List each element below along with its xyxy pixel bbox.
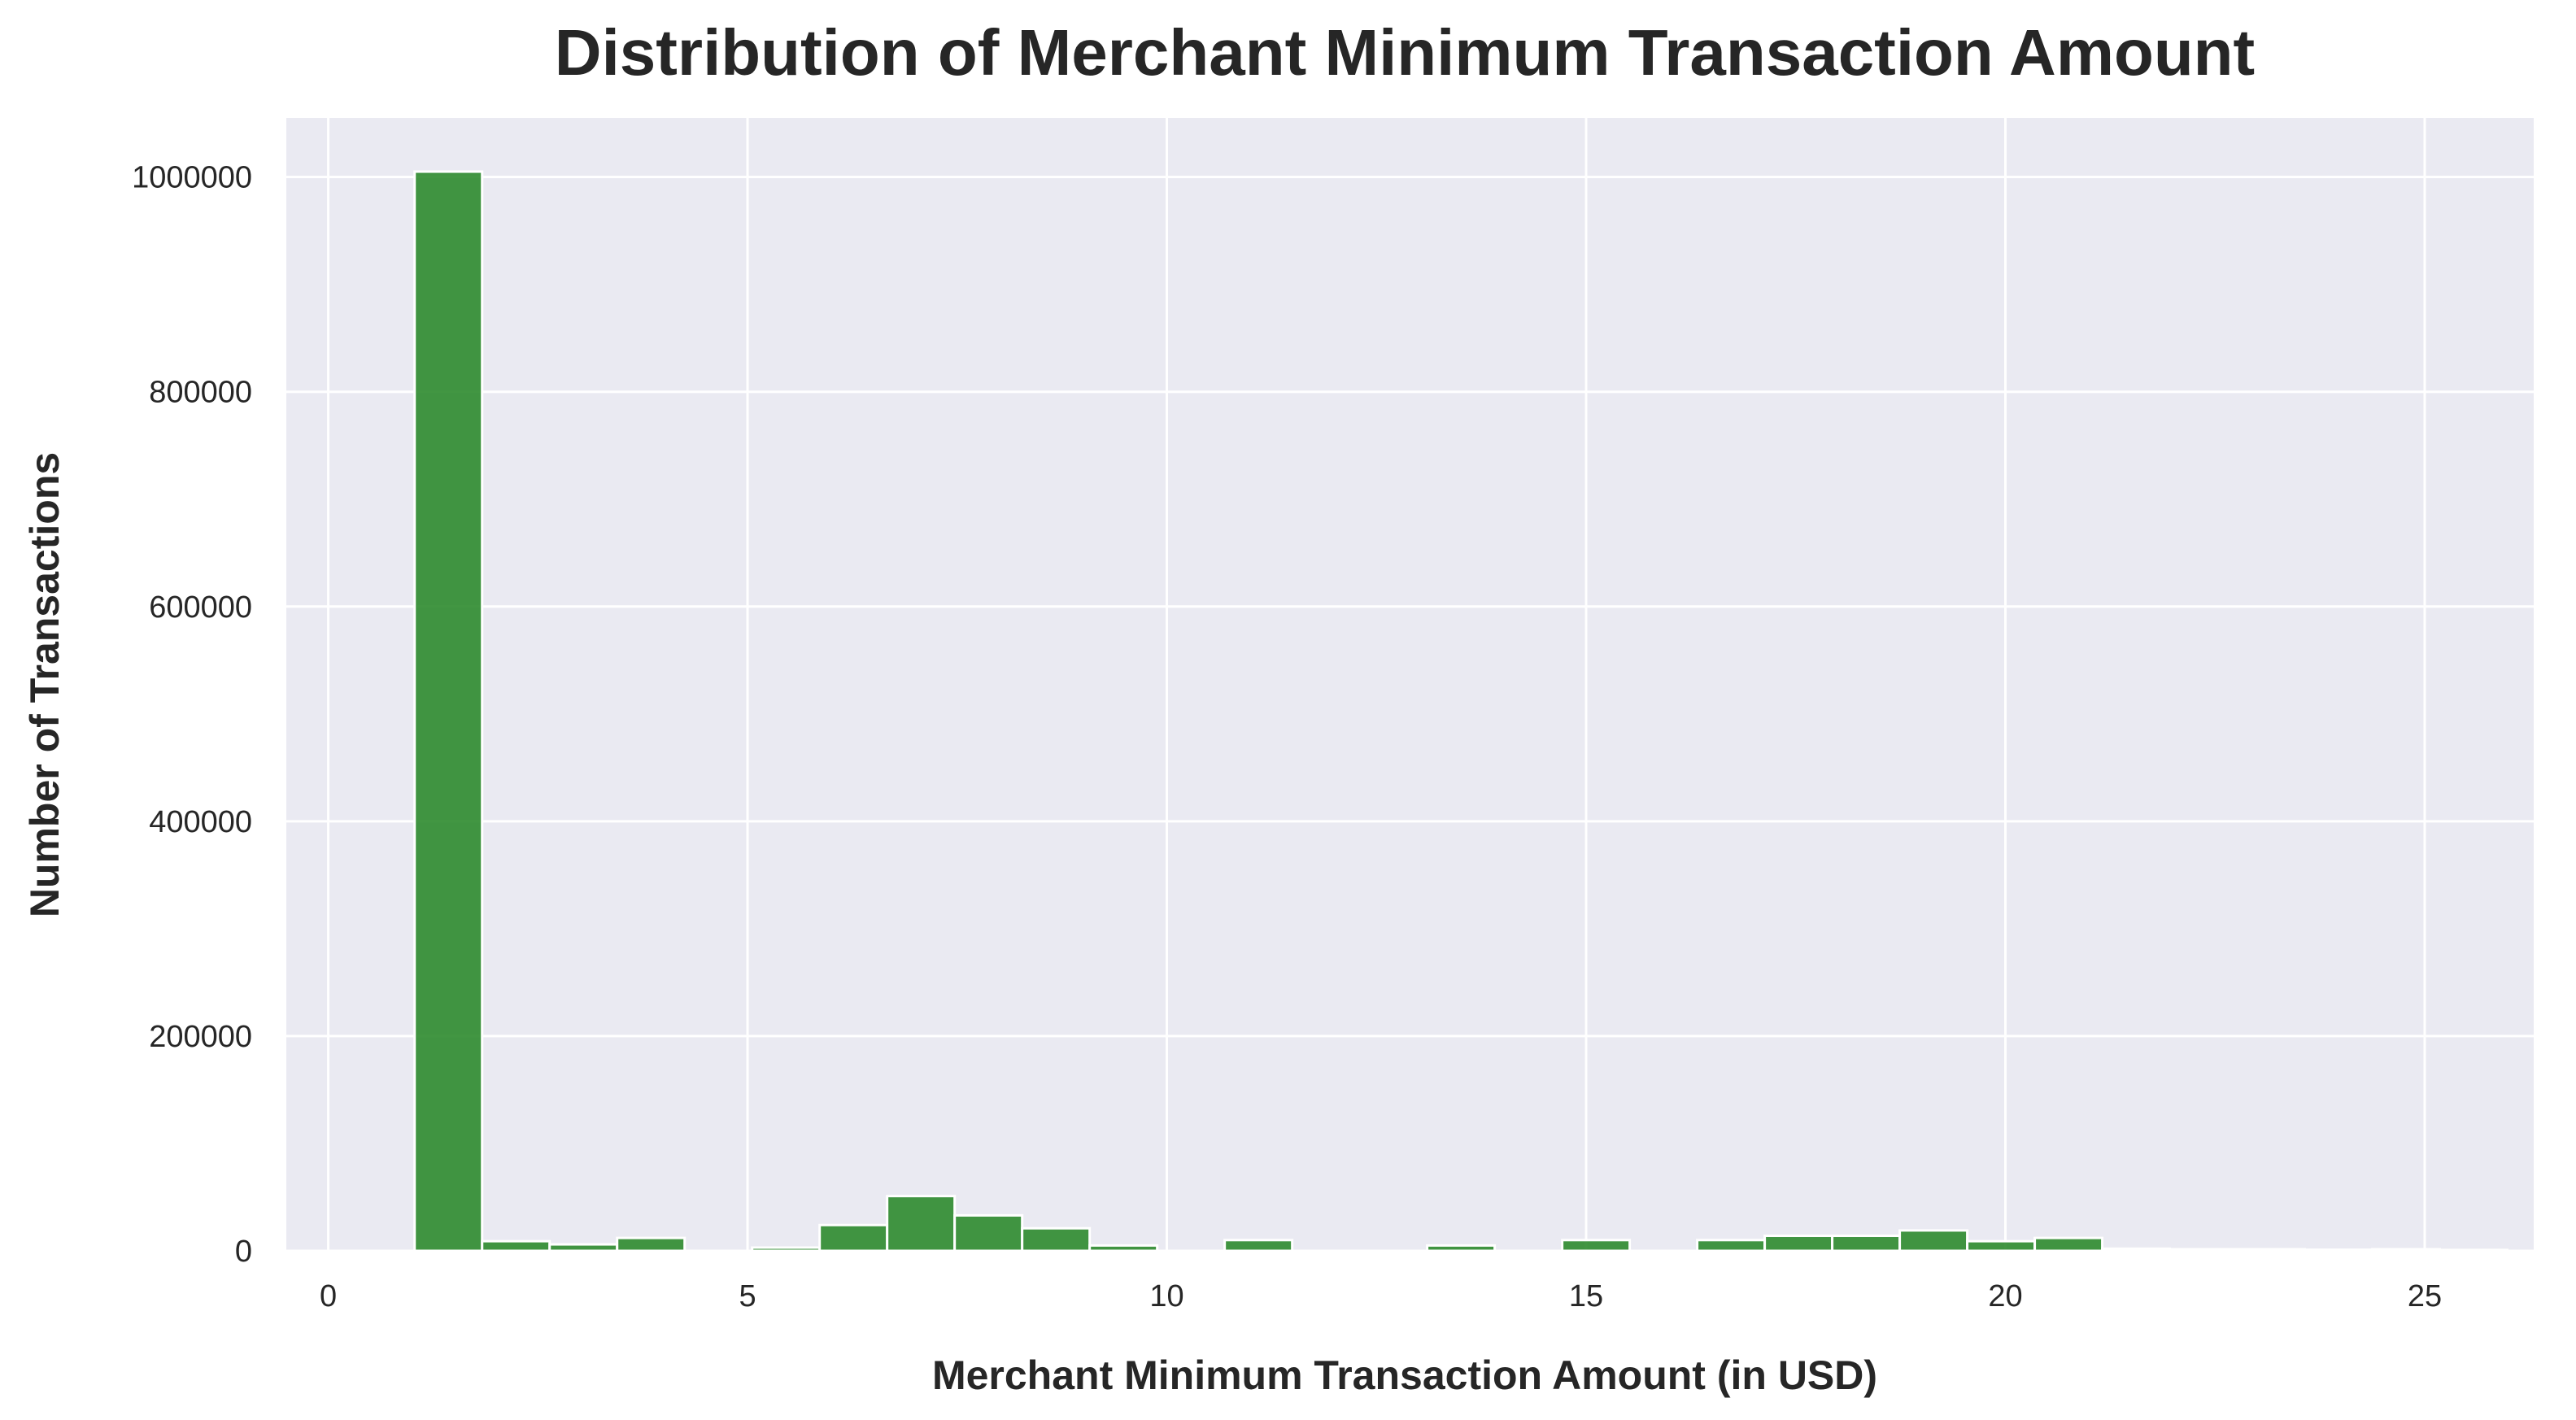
histogram-bar (1966, 1239, 2037, 1252)
tick-labels: 0 5 10 15 20 25 0 200000 400000 600000 800000 10000… (132, 161, 2442, 1313)
histogram-bar (886, 1195, 957, 1252)
x-tick-label: 5 (739, 1279, 756, 1313)
y-tick-label: 0 (235, 1235, 252, 1269)
histogram-bar (2236, 1248, 2307, 1252)
x-tick-label: 25 (2408, 1279, 2442, 1313)
histogram-bar (2168, 1248, 2239, 1252)
y-tick-label: 400000 (149, 805, 252, 839)
histogram-bars (413, 170, 2509, 1252)
y-tick-label: 800000 (149, 376, 252, 410)
histogram-bar (953, 1213, 1024, 1252)
histogram-bar (413, 170, 484, 1252)
histogram-bar (616, 1236, 686, 1252)
histogram-bar (548, 1243, 619, 1252)
x-tick-label: 10 (1149, 1279, 1183, 1313)
x-tick-label: 20 (1988, 1279, 2022, 1313)
histogram-bar (2304, 1248, 2374, 1252)
chart-title: Distribution of Merchant Minimum Transac… (555, 16, 2255, 89)
histogram-bar (481, 1239, 551, 1252)
y-axis-label: Number of Transactions (22, 452, 68, 917)
histogram-bar (2033, 1236, 2104, 1252)
histogram-bar (1426, 1244, 1497, 1252)
histogram-bar (2371, 1248, 2442, 1252)
x-axis-label: Merchant Minimum Transaction Amount (in … (932, 1352, 1877, 1398)
histogram-bar (1021, 1226, 1092, 1252)
histogram-bar (1763, 1235, 1834, 1252)
histogram-bar (1088, 1244, 1159, 1252)
histogram-bar (1223, 1239, 1294, 1252)
x-tick-label: 0 (320, 1279, 337, 1313)
histogram-bar (1898, 1229, 1969, 1252)
histogram-bar (818, 1223, 889, 1252)
histogram-bar (751, 1246, 822, 1252)
y-tick-label: 1000000 (132, 161, 252, 195)
x-tick-label: 15 (1569, 1279, 1603, 1313)
histogram-bar (1831, 1235, 1902, 1252)
histogram-bar (2101, 1247, 2172, 1252)
y-tick-label: 600000 (149, 590, 252, 625)
histogram-bar (1696, 1239, 1767, 1252)
histogram-bar (2439, 1248, 2509, 1252)
histogram-bar (1561, 1239, 1632, 1252)
y-tick-label: 200000 (149, 1020, 252, 1054)
plot-area-background (286, 118, 2534, 1251)
